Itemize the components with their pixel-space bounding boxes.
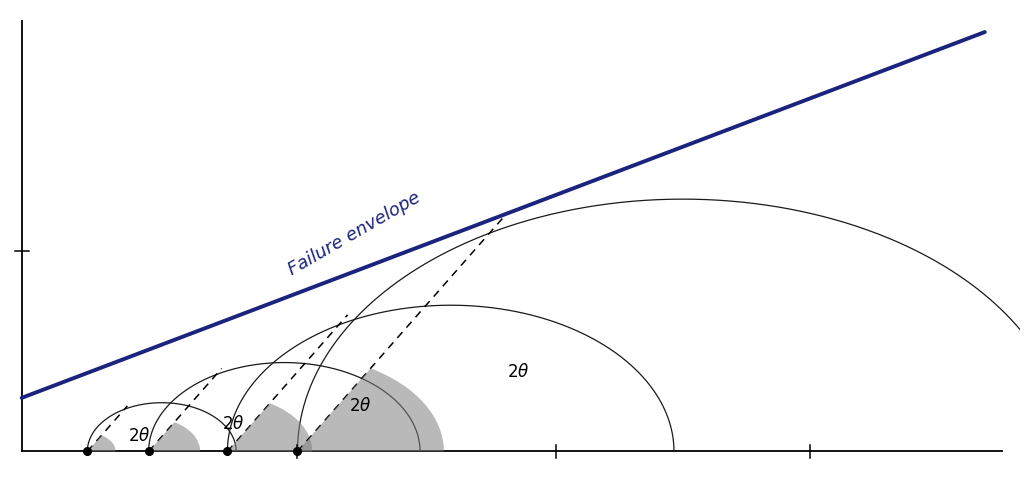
Wedge shape: [148, 422, 201, 451]
Text: 2$\theta$: 2$\theta$: [222, 415, 245, 433]
Text: Failure envelope: Failure envelope: [285, 189, 424, 279]
Text: 2$\theta$: 2$\theta$: [348, 396, 371, 415]
Wedge shape: [298, 368, 443, 451]
Text: 2$\theta$: 2$\theta$: [128, 427, 151, 445]
Wedge shape: [227, 403, 312, 451]
Text: 2$\theta$: 2$\theta$: [507, 363, 529, 381]
Wedge shape: [87, 436, 116, 451]
